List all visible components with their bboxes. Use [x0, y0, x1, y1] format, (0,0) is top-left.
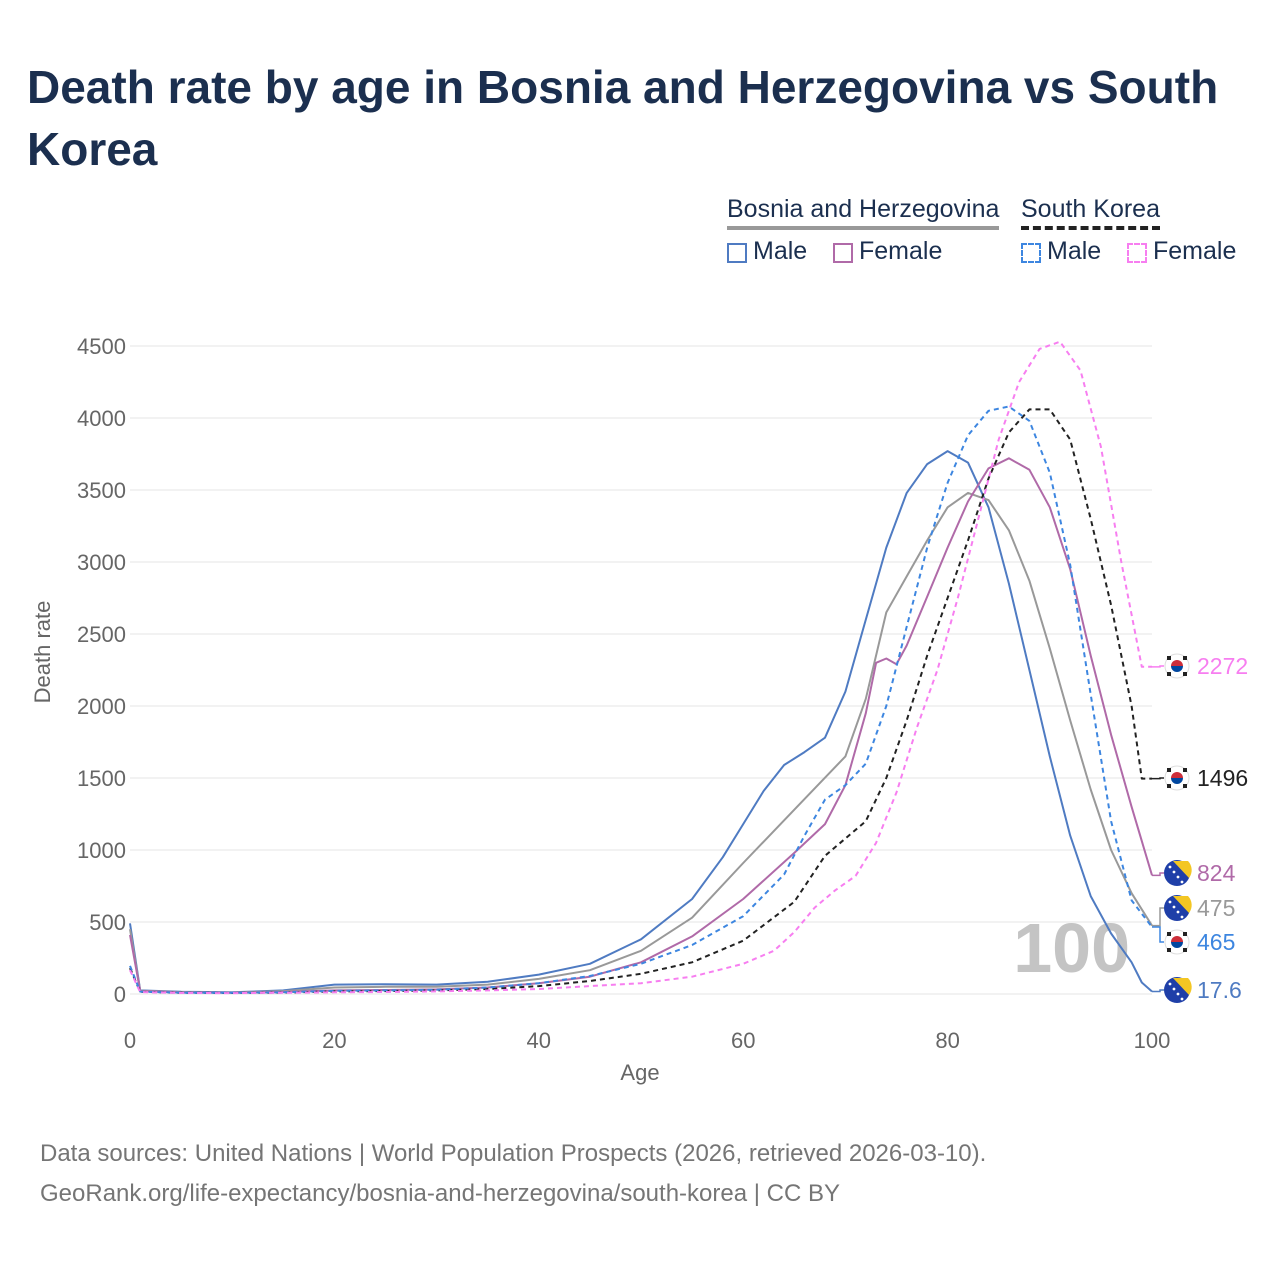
y-tick-label: 2500: [77, 622, 126, 647]
bosnia-flag-icon: [1164, 895, 1192, 921]
x-axis-ticks: 0 20 40 60 80 100: [124, 1028, 1170, 1053]
y-tick-label: 1000: [77, 838, 126, 863]
legend-group-title: South Korea: [1021, 195, 1160, 230]
legend-swatch-icon: [1127, 243, 1147, 263]
series-line[interactable]: [129, 408, 1152, 994]
legend-label: Male: [1047, 237, 1102, 265]
y-tick-label: 4000: [77, 406, 126, 431]
legend-swatch-icon: [1021, 243, 1041, 263]
end-label-connector: [1152, 926, 1164, 943]
series-line[interactable]: [129, 450, 1153, 994]
y-tick-label: 3500: [77, 478, 126, 503]
x-tick-label: 0: [124, 1028, 136, 1053]
end-labels: 17.6 475 824 1496 465 2272: [1152, 653, 1248, 1003]
legend-label: Female: [1153, 237, 1237, 265]
legend-item-korea-female[interactable]: Female: [1127, 237, 1236, 266]
legend-group-title: Bosnia and Herzegovina: [727, 195, 1000, 230]
end-label-connector: [1152, 777, 1164, 780]
legend-swatch-icon: [833, 243, 853, 263]
legend-label: Female: [859, 237, 943, 265]
end-label-value: 475: [1197, 895, 1235, 921]
bosnia-flag-icon: [1164, 860, 1192, 886]
y-tick-label: 500: [89, 910, 126, 935]
year-watermark: 100: [1013, 909, 1130, 987]
x-tick-label: 60: [731, 1028, 755, 1053]
x-tick-label: 40: [527, 1028, 551, 1053]
x-tick-label: 80: [935, 1028, 959, 1053]
legend-swatch-icon: [727, 243, 747, 263]
legend-group-korea: South Korea: [1021, 195, 1160, 230]
x-axis-label: Age: [620, 1060, 659, 1085]
end-label-connector: [1152, 872, 1164, 877]
end-label-value: 2272: [1197, 653, 1248, 679]
legend-item-bosnia-male[interactable]: Male: [727, 237, 807, 266]
series-line[interactable]: [129, 457, 1153, 994]
y-tick-label: 3000: [77, 550, 126, 575]
end-label-value: 17.6: [1197, 977, 1242, 1003]
series-line[interactable]: [129, 491, 1153, 994]
y-tick-label: 0: [114, 982, 126, 1007]
y-axis-ticks: 0 500 1000 1500 2000 2500 3000 3500 4000 4500: [77, 334, 126, 1007]
footer-url[interactable]: GeoRank.org/life-expectancy/bosnia-and-h…: [40, 1180, 840, 1207]
gridlines: [130, 345, 1152, 995]
x-tick-label: 20: [322, 1028, 346, 1053]
y-axis-label: Death rate: [30, 601, 55, 704]
series-line[interactable]: [129, 405, 1153, 994]
end-label-connector: [1152, 665, 1164, 668]
end-label-connector: [1152, 907, 1164, 927]
korea-flag-icon: [1164, 653, 1190, 679]
y-tick-label: 4500: [77, 334, 126, 359]
korea-flag-icon: [1164, 929, 1190, 955]
legend-label: Male: [753, 237, 808, 265]
footer-source: Data sources: United Nations | World Pop…: [40, 1140, 987, 1167]
legend-item-bosnia-female[interactable]: Female: [833, 237, 942, 266]
end-label-value: 465: [1197, 929, 1235, 955]
end-label-value: 824: [1197, 860, 1236, 886]
series-lines: [129, 340, 1153, 995]
y-tick-label: 1500: [77, 766, 126, 791]
end-label-connector: [1152, 989, 1164, 993]
legend-item-korea-male[interactable]: Male: [1021, 237, 1101, 266]
korea-flag-icon: [1164, 765, 1190, 791]
legend-group-bosnia: Bosnia and Herzegovina: [727, 195, 1000, 230]
x-tick-label: 100: [1134, 1028, 1171, 1053]
end-label-value: 1496: [1197, 765, 1248, 791]
chart-title: Death rate by age in Bosnia and Herzegov…: [27, 61, 1219, 175]
y-tick-label: 2000: [77, 694, 126, 719]
bosnia-flag-icon: [1164, 977, 1192, 1003]
series-line[interactable]: [129, 340, 1152, 995]
